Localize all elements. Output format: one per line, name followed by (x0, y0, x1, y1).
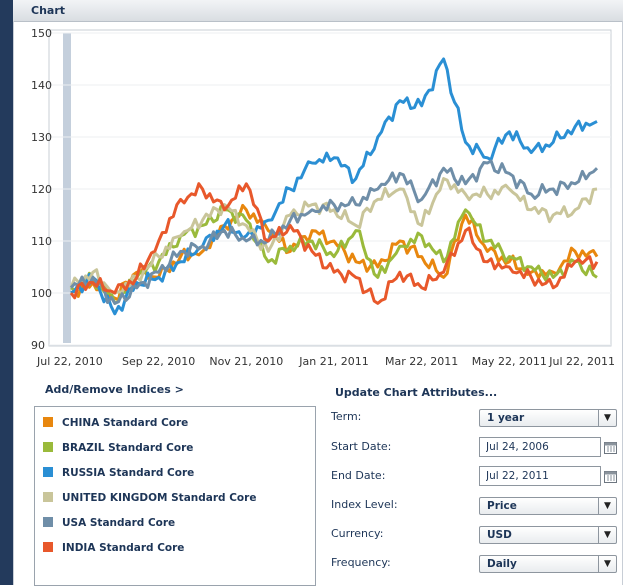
chevron-down-icon[interactable]: ▼ (598, 498, 616, 514)
term-value: 1 year (487, 412, 525, 424)
frequency-value: Daily (487, 558, 517, 570)
currency-value: USD (487, 529, 512, 541)
y-tick-label: 100 (31, 287, 52, 300)
add-remove-indices-link[interactable]: Add/Remove Indices > (45, 383, 184, 396)
legend-label: USA Standard Core (62, 517, 176, 529)
currency-select[interactable]: USD ▼ (479, 526, 617, 544)
index-level-label: Index Level: (331, 498, 398, 511)
x-tick-label: Jul 22, 2010 (36, 355, 103, 368)
legend-label: CHINA Standard Core (62, 417, 189, 429)
legend-item-india[interactable]: INDIA Standard Core (43, 542, 184, 556)
x-tick-label: May 22, 2011 (472, 355, 547, 368)
legend-swatch (43, 517, 53, 527)
y-tick-label: 110 (31, 235, 52, 248)
update-chart-attributes-title: Update Chart Attributes... (335, 386, 498, 399)
x-axis-labels: Jul 22, 2010 Sep 22, 2010 Nov 21, 2010 Jan … (36, 355, 615, 368)
series-line-brazil-standard-core (70, 205, 598, 305)
x-tick-label: Jan 21, 2011 (298, 355, 368, 368)
indices-legend: CHINA Standard Core BRAZIL Standard Core… (34, 406, 316, 586)
end-date-input[interactable] (479, 466, 601, 486)
panel-frame (13, 21, 623, 585)
index-level-value: Price (487, 500, 517, 512)
y-tick-label: 150 (31, 27, 52, 40)
end-date-label: End Date: (331, 469, 386, 482)
y-tick-label: 140 (31, 79, 52, 92)
start-date-input[interactable] (479, 437, 601, 457)
legend-swatch (43, 542, 53, 552)
x-tick-label: Nov 21, 2010 (209, 355, 283, 368)
calendar-icon[interactable] (604, 470, 617, 483)
chevron-down-icon[interactable]: ▼ (598, 410, 616, 426)
chevron-down-icon[interactable]: ▼ (598, 556, 616, 572)
calendar-icon[interactable] (604, 441, 617, 454)
x-tick-label: Jul 22, 2011 (548, 355, 615, 368)
window-edge (0, 0, 13, 585)
legend-item-united-kingdom[interactable]: UNITED KINGDOM Standard Core (43, 492, 256, 506)
start-date-label: Start Date: (331, 440, 392, 453)
range-scrollbar[interactable] (63, 33, 71, 343)
term-select[interactable]: 1 year ▼ (479, 409, 617, 427)
y-tick-label: 120 (31, 183, 52, 196)
series-line-usa-standard-core (69, 159, 599, 305)
legend-swatch (43, 417, 53, 427)
legend-item-brazil[interactable]: BRAZIL Standard Core (43, 442, 193, 456)
chevron-down-icon[interactable]: ▼ (598, 527, 616, 543)
legend-label: RUSSIA Standard Core (62, 467, 195, 479)
legend-label: INDIA Standard Core (62, 542, 185, 554)
panel-title: Chart (31, 4, 66, 17)
legend-item-usa[interactable]: USA Standard Core (43, 517, 175, 531)
y-tick-label: 130 (31, 131, 52, 144)
legend-label: BRAZIL Standard Core (62, 442, 194, 454)
series-line-united-kingdom-standard-core (69, 177, 598, 295)
legend-swatch (43, 467, 53, 477)
series-line-india-standard-core (69, 182, 599, 305)
legend-item-russia[interactable]: RUSSIA Standard Core (43, 467, 194, 481)
legend-swatch (43, 442, 53, 452)
legend-label: UNITED KINGDOM Standard Core (62, 492, 257, 504)
x-tick-label: Mar 22, 2011 (385, 355, 458, 368)
line-chart: 90 100 110 120 130 140 150 Jul 22, 2010 Sep 22,… (31, 27, 615, 368)
y-tick-label: 90 (31, 339, 45, 352)
series-line-russia-standard-core (70, 57, 598, 316)
currency-label: Currency: (331, 527, 384, 540)
term-label: Term: (331, 410, 362, 423)
series-lines (69, 57, 599, 316)
legend-swatch (43, 492, 53, 502)
index-level-select[interactable]: Price ▼ (479, 497, 617, 515)
frequency-label: Frequency: (331, 556, 391, 569)
panel-header: Chart (13, 0, 623, 22)
y-axis-labels: 90 100 110 120 130 140 150 (31, 27, 52, 352)
legend-item-china[interactable]: CHINA Standard Core (43, 417, 188, 431)
frequency-select[interactable]: Daily ▼ (479, 555, 617, 573)
x-tick-label: Sep 22, 2010 (122, 355, 195, 368)
